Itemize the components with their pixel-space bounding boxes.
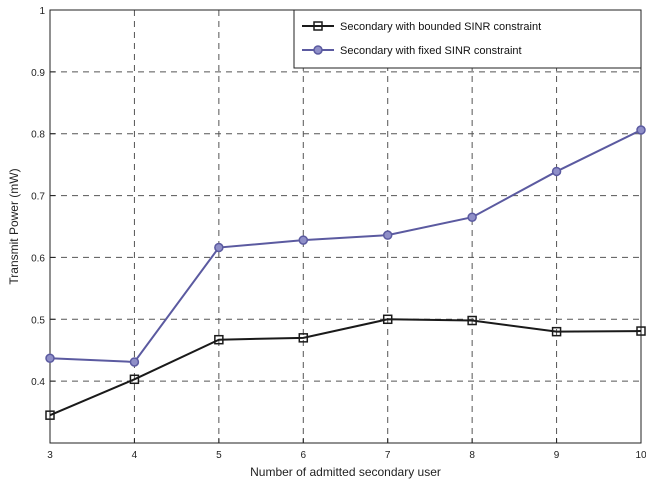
series-line (49, 129, 642, 363)
x-axis-label: Number of admitted secondary user (250, 465, 441, 479)
series-1 (45, 314, 646, 420)
series-group (45, 125, 646, 420)
y-tick-label: 0.8 (31, 130, 45, 141)
legend-label: Secondary with bounded SINR constraint (340, 21, 541, 33)
x-tick-label: 9 (554, 450, 560, 461)
x-tick-label: 5 (216, 450, 222, 461)
data-point (551, 166, 562, 177)
data-point (636, 125, 646, 135)
y-tick-label: 1 (39, 6, 45, 17)
x-tick-label: 3 (47, 450, 53, 461)
x-tick-label: 8 (469, 450, 475, 461)
data-point (467, 315, 477, 326)
legend-marker (313, 21, 323, 31)
data-point (129, 357, 140, 367)
x-tick-label: 4 (132, 450, 138, 461)
axis-ticks: 3 4 5 6 7 8 9 10 0.4 0.5 0.6 0.7 0.8 0.9 1 (31, 6, 646, 461)
data-point (298, 333, 309, 343)
series-line (49, 318, 642, 417)
legend-marker (313, 45, 323, 55)
y-tick-label: 0.5 (31, 315, 45, 326)
x-tick-label: 10 (635, 450, 646, 461)
data-point (467, 212, 477, 222)
data-point (382, 314, 393, 325)
legend-box (293, 9, 642, 69)
y-axis-label: Transmit Power (mW) (7, 168, 21, 284)
x-tick-label: 7 (385, 450, 391, 461)
data-point (45, 353, 55, 364)
y-tick-label: 0.7 (31, 192, 45, 203)
data-point (45, 410, 55, 420)
y-tick-label: 0.6 (31, 253, 45, 264)
data-point (636, 326, 646, 336)
data-point (298, 235, 309, 245)
series-2 (45, 125, 646, 367)
y-tick-label: 0.4 (31, 377, 45, 388)
legend-label: Secondary with fixed SINR constraint (340, 45, 522, 57)
data-point (551, 326, 562, 337)
x-tick-label: 6 (301, 450, 307, 461)
data-point (129, 374, 140, 385)
y-tick-label: 0.9 (31, 68, 45, 79)
data-point (214, 242, 224, 253)
data-point (214, 334, 224, 345)
legend: Secondary with bounded SINR constraint Se… (293, 9, 642, 69)
data-point (382, 230, 393, 240)
